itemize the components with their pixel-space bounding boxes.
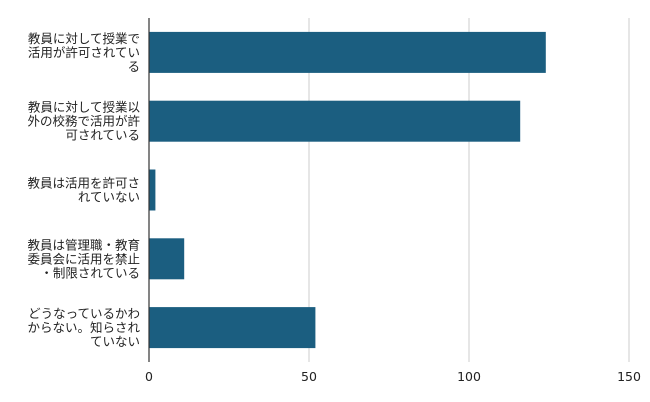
category-label-line: 教員に対して授業以 [28,100,141,115]
x-tick-label: 50 [301,369,317,384]
bar [149,169,156,211]
x-tick-label: 0 [145,369,153,384]
category-label: どうなっているかわからない。知らされていない [27,306,140,349]
category-label-line: ていない [90,334,140,349]
category-label-line: からない。知らされ [27,320,140,335]
category-label-line: れていない [78,190,140,205]
category-label-line: ・制限されている [40,265,140,280]
x-tick-labels: 0 50 100 150 [145,369,641,384]
category-label-line: 教員に対して授業で [28,31,140,46]
grid-lines [308,18,630,362]
category-label-line: 活用が許可されてい [28,45,140,60]
category-label-line: る [127,59,140,74]
category-label-line: どうなっているかわ [28,306,140,321]
x-tick-label: 100 [457,369,481,384]
category-label-line: 委員会に活用を禁止 [27,251,140,266]
category-labels: 教員に対して授業で活用が許可されている教員に対して授業以外の校務で活用が許可され… [27,31,140,349]
category-label: 教員は活用を許可されていない [27,176,140,205]
category-label-line: 教員は活用を許可さ [27,176,140,191]
category-label: 教員は管理職・教育委員会に活用を禁止・制限されている [27,237,140,280]
category-label-line: 外の校務で活用が許 [27,114,140,129]
bar [149,100,521,142]
category-label-line: 可されている [65,128,140,143]
category-label: 教員に対して授業で活用が許可されている [28,31,140,74]
category-label-line: 教員は管理職・教育 [27,237,140,252]
bars [149,31,546,349]
x-tick-label: 150 [617,369,641,384]
bar [149,307,316,349]
bar [149,31,546,73]
category-label: 教員に対して授業以外の校務で活用が許可されている [27,100,140,143]
bar [149,238,185,280]
